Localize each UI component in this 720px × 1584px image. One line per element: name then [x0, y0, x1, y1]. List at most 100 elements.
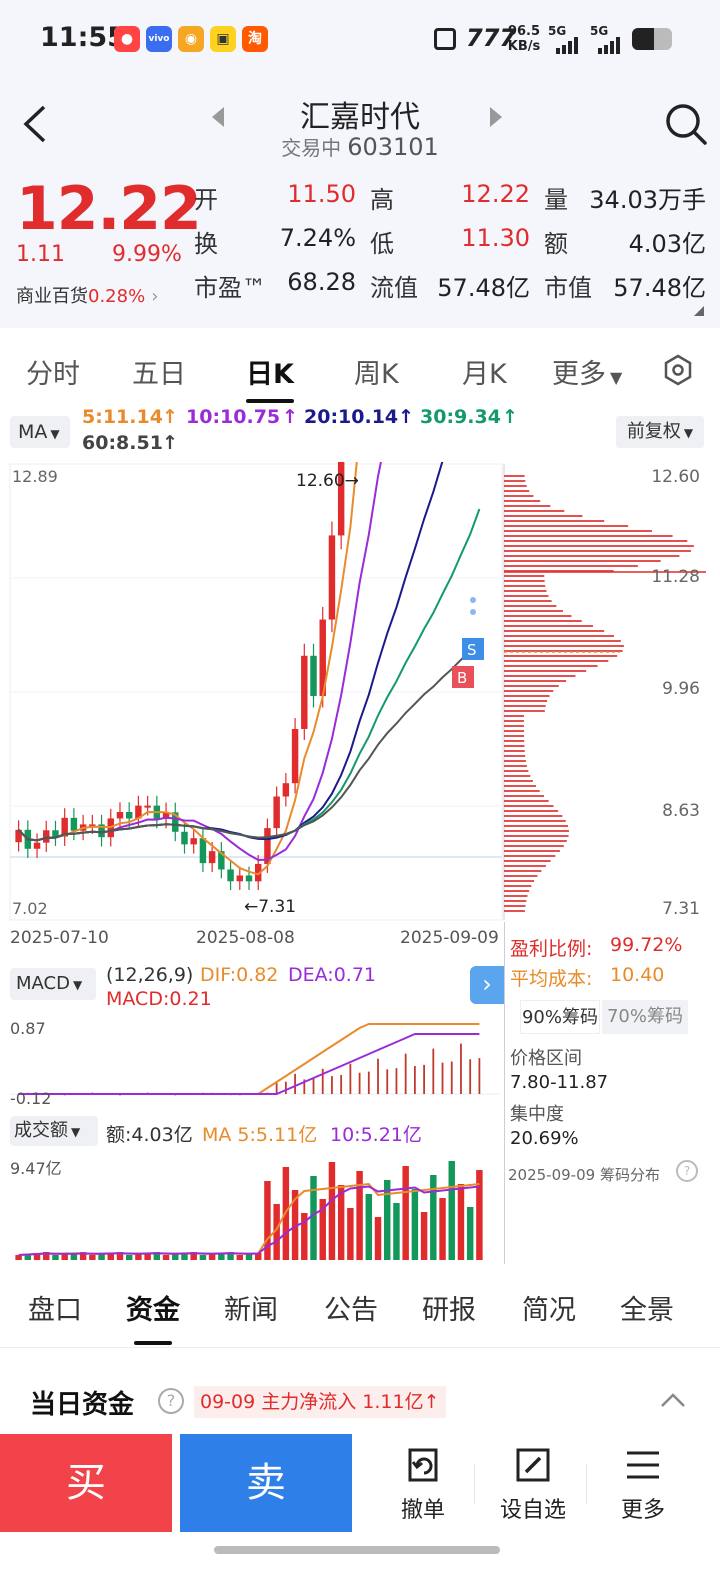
sell-button[interactable]: 卖 [180, 1434, 352, 1532]
tab-overview[interactable]: 全景 [620, 1295, 674, 1326]
candle-body [208, 851, 216, 864]
candle-body [282, 783, 290, 797]
sector-link[interactable]: 商业百货0.28% › [16, 282, 158, 308]
date-mid: 2025-08-08 [196, 928, 295, 948]
chart-settings-icon[interactable] [662, 354, 694, 386]
cancel-order-label: 撤单 [400, 1498, 445, 1523]
volume-bar [153, 1252, 161, 1260]
expand-corner-icon[interactable] [694, 306, 704, 316]
candle-body [116, 812, 124, 819]
tab-more[interactable]: 更多 ▼ [552, 352, 622, 391]
macd-lines [18, 1023, 480, 1095]
date-start: 2025-07-10 [10, 928, 109, 948]
tab-news[interactable]: 新闻 [224, 1295, 278, 1326]
chip-axis-5: 7.31 [662, 899, 700, 919]
more-actions-button[interactable]: 更多 [598, 1446, 688, 1524]
float-cap-label: 流值 [370, 274, 418, 302]
candle-body [301, 655, 308, 729]
ma20-up-arrow: ↑ [398, 406, 414, 428]
add-watchlist-button[interactable]: 设自选 [488, 1446, 578, 1524]
ma-indicator-button[interactable]: MA ▼ [10, 416, 70, 448]
fund-title: 当日资金 [30, 1390, 135, 1420]
stock-code: 603101 [347, 133, 439, 161]
ma10-up-arrow: ↑ [282, 406, 298, 428]
tab-funds[interactable]: 资金 [126, 1288, 180, 1345]
stock-subtitle: 交易中 603101 [0, 132, 720, 161]
adjust-button[interactable]: 前复权 ▼ [616, 416, 704, 448]
chip-axis-1: 12.60 [651, 467, 700, 487]
macd-indicator-button[interactable]: MACD ▼ [10, 968, 96, 1000]
volume-bar [384, 1180, 391, 1260]
float-cap-value: 57.48亿 [437, 274, 530, 302]
ma-button-label: MA [18, 421, 48, 443]
volume-chart: 9.47亿 [10, 1159, 483, 1260]
candle-body [273, 796, 280, 829]
kline-chart[interactable]: 12.89 7.02 12.60→ ←7.31 S B 12.60 11.28 … [0, 462, 720, 922]
tab-intraday[interactable]: 分时 [26, 359, 80, 390]
prev-stock-icon[interactable] [212, 107, 224, 127]
expand-panel-arrow-icon[interactable]: › [470, 966, 504, 1004]
signal-icon-2 [598, 37, 620, 54]
home-indicator[interactable] [214, 1546, 500, 1554]
macd-chart: 0.87 -0.12 [10, 1019, 500, 1108]
volume-bar [337, 1185, 345, 1260]
volume-bar [356, 1171, 363, 1260]
back-arrow-icon[interactable] [20, 104, 50, 144]
open-label: 开 [194, 186, 218, 214]
vibrate-icon [434, 28, 456, 50]
ma-5-line [17, 462, 358, 876]
ma30-up-arrow: ↑ [502, 406, 518, 428]
tab-research[interactable]: 研报 [422, 1295, 476, 1326]
dropdown-icon: ▼ [50, 427, 60, 441]
candle-body [89, 824, 96, 827]
trade-status: 交易中 [281, 136, 342, 160]
candle-body [236, 875, 244, 882]
sell-signal-badge[interactable] [462, 638, 484, 660]
tab-order-book[interactable]: 盘口 [28, 1295, 82, 1326]
signal-dot [470, 609, 476, 615]
net-speed-unit: KB/s [507, 39, 541, 54]
chevron-up-icon[interactable] [660, 1392, 686, 1408]
tab-announcements[interactable]: 公告 [324, 1295, 378, 1326]
search-icon[interactable] [664, 102, 708, 146]
volume-bar [218, 1253, 225, 1260]
tab-profile[interactable]: 简况 [522, 1295, 576, 1326]
edit-icon [516, 1448, 550, 1482]
y-bottom-label: 7.02 [12, 899, 48, 918]
candle-body [70, 817, 78, 831]
candle-body [328, 535, 336, 620]
candle-body [172, 812, 179, 832]
tab-daily-k[interactable]: 日K [246, 352, 294, 403]
chip-70-button[interactable]: 70%筹码 [602, 1000, 688, 1034]
tab-weekly-k[interactable]: 周K [354, 359, 399, 390]
chip-90-button[interactable]: 90%筹码 [520, 1000, 600, 1034]
dropdown-icon: ▼ [610, 368, 623, 387]
buy-signal-badge[interactable] [452, 666, 474, 688]
cancel-order-button[interactable]: 撤单 [378, 1446, 468, 1524]
volume-bar [420, 1212, 428, 1260]
tab-monthly-k[interactable]: 月K [462, 359, 507, 390]
dropdown-icon: ▼ [72, 978, 83, 992]
ma5-value: 5:11.14 [82, 406, 163, 428]
status-bar: 11:55 ● vivo ◉ ▣ 淘 777 96.5 KB/s 5G 5G [0, 0, 720, 80]
volume-bar [61, 1254, 68, 1260]
candle-body [61, 817, 68, 837]
fund-section-header: 当日资金 ? 09-09 主力净流入 1.11亿↑ [0, 1370, 720, 1434]
quote-panel: 12.22 1.11 9.99% 商业百货0.28% › 开 11.50 高 12… [0, 170, 720, 328]
buy-button[interactable]: 买 [0, 1434, 172, 1532]
volume-indicator-button[interactable]: 成交额 ▼ [10, 1116, 98, 1146]
candle-body [254, 863, 262, 882]
candle-body [218, 851, 225, 870]
next-stock-icon[interactable] [490, 107, 502, 127]
candle-body [319, 619, 326, 697]
signal-dot [470, 597, 476, 603]
adjust-button-label: 前复权 [626, 421, 681, 442]
tab-more-label: 更多 [552, 359, 606, 390]
volume-bar [162, 1255, 170, 1260]
volume-bar [245, 1254, 253, 1260]
volume-bar [144, 1253, 151, 1260]
help-icon[interactable]: ? [676, 1160, 698, 1182]
help-icon[interactable]: ? [158, 1388, 184, 1414]
tab-five-day[interactable]: 五日 [132, 359, 186, 390]
volume-bar [393, 1203, 400, 1260]
